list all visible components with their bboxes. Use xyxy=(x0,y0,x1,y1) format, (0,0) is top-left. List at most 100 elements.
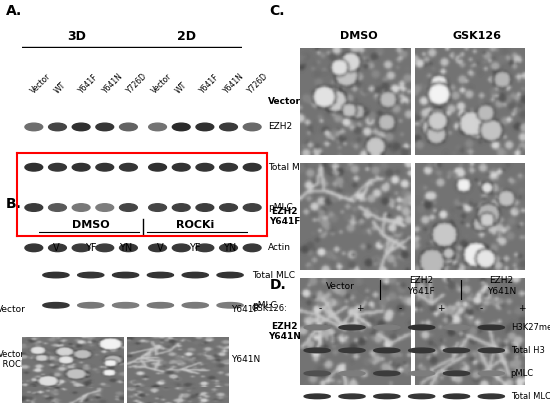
Ellipse shape xyxy=(78,303,104,308)
Ellipse shape xyxy=(219,164,238,171)
Ellipse shape xyxy=(219,204,238,211)
Ellipse shape xyxy=(43,303,69,308)
Text: ROCKi: ROCKi xyxy=(176,220,214,230)
Text: +: + xyxy=(518,304,525,313)
Text: Y641N: Y641N xyxy=(232,355,261,364)
Ellipse shape xyxy=(72,164,90,171)
Text: Vector: Vector xyxy=(326,282,355,291)
Ellipse shape xyxy=(182,272,208,278)
Ellipse shape xyxy=(25,164,43,171)
Text: 3D: 3D xyxy=(68,30,86,43)
Ellipse shape xyxy=(72,204,90,211)
Ellipse shape xyxy=(478,325,504,330)
Ellipse shape xyxy=(374,394,400,399)
Text: WT: WT xyxy=(53,80,68,95)
Ellipse shape xyxy=(409,371,434,376)
Text: YN: YN xyxy=(119,243,132,253)
Ellipse shape xyxy=(182,303,208,308)
Text: C.: C. xyxy=(270,4,285,18)
Ellipse shape xyxy=(148,204,167,211)
Text: Y641F: Y641F xyxy=(232,305,259,314)
Text: Vector: Vector xyxy=(150,71,173,95)
Text: Y726D: Y726D xyxy=(125,71,150,95)
Ellipse shape xyxy=(43,272,69,278)
Ellipse shape xyxy=(304,348,330,353)
Ellipse shape xyxy=(172,244,190,251)
Text: Total MLC: Total MLC xyxy=(268,163,311,172)
Ellipse shape xyxy=(409,348,434,353)
Text: 2D: 2D xyxy=(178,30,196,43)
Ellipse shape xyxy=(48,244,67,251)
Ellipse shape xyxy=(219,123,238,131)
Ellipse shape xyxy=(119,244,138,251)
Ellipse shape xyxy=(374,371,400,376)
Ellipse shape xyxy=(374,325,400,330)
Text: Y641N: Y641N xyxy=(101,71,125,95)
Text: D.: D. xyxy=(270,278,286,292)
Text: EZH2
Y641F: EZH2 Y641F xyxy=(407,276,434,296)
Ellipse shape xyxy=(196,123,214,131)
Ellipse shape xyxy=(148,244,167,251)
Ellipse shape xyxy=(217,272,243,278)
Ellipse shape xyxy=(339,371,365,376)
Text: YN: YN xyxy=(223,243,236,253)
Text: Actin: Actin xyxy=(268,243,291,252)
Ellipse shape xyxy=(172,204,190,211)
Ellipse shape xyxy=(339,348,365,353)
Ellipse shape xyxy=(25,123,43,131)
Ellipse shape xyxy=(148,123,167,131)
Ellipse shape xyxy=(96,164,114,171)
Ellipse shape xyxy=(339,394,365,399)
Ellipse shape xyxy=(478,371,504,376)
Text: -: - xyxy=(318,304,322,313)
Text: V: V xyxy=(157,243,164,253)
Text: +: + xyxy=(437,304,444,313)
Text: GSK126: GSK126 xyxy=(453,31,502,41)
Text: Y726D: Y726D xyxy=(246,71,271,95)
Text: H3K27me3: H3K27me3 xyxy=(510,323,550,332)
Ellipse shape xyxy=(119,123,138,131)
Ellipse shape xyxy=(374,348,400,353)
Text: GSK126:: GSK126: xyxy=(252,304,288,313)
Text: YF: YF xyxy=(85,243,96,253)
Ellipse shape xyxy=(96,244,114,251)
Ellipse shape xyxy=(478,394,504,399)
Text: EZH2: EZH2 xyxy=(268,123,292,131)
Text: Y641F: Y641F xyxy=(77,72,100,95)
Text: EZH2
Y641N: EZH2 Y641N xyxy=(268,322,301,341)
Text: Y641N: Y641N xyxy=(222,71,246,95)
Ellipse shape xyxy=(243,123,261,131)
Ellipse shape xyxy=(196,204,214,211)
Ellipse shape xyxy=(304,325,330,330)
Ellipse shape xyxy=(147,303,173,308)
Ellipse shape xyxy=(147,272,173,278)
Text: DMSO: DMSO xyxy=(340,31,378,41)
Text: YF: YF xyxy=(190,243,201,253)
Text: Vector: Vector xyxy=(0,305,25,314)
Text: Total MLC: Total MLC xyxy=(510,392,550,401)
Ellipse shape xyxy=(409,325,434,330)
Ellipse shape xyxy=(217,303,243,308)
Text: Total H3: Total H3 xyxy=(510,346,544,355)
Text: Vector
+ ROCKi: Vector + ROCKi xyxy=(0,350,29,370)
Text: A.: A. xyxy=(6,4,22,18)
Ellipse shape xyxy=(172,123,190,131)
Ellipse shape xyxy=(243,204,261,211)
Ellipse shape xyxy=(443,394,470,399)
Ellipse shape xyxy=(478,348,504,353)
Ellipse shape xyxy=(172,164,190,171)
Ellipse shape xyxy=(443,325,470,330)
Text: DMSO: DMSO xyxy=(72,220,109,230)
Text: Total MLC: Total MLC xyxy=(252,270,295,280)
Ellipse shape xyxy=(304,371,330,376)
Ellipse shape xyxy=(243,164,261,171)
Text: EZH2
Y641N: EZH2 Y641N xyxy=(487,276,516,296)
Text: +: + xyxy=(356,304,364,313)
Ellipse shape xyxy=(48,123,67,131)
Ellipse shape xyxy=(339,325,365,330)
Ellipse shape xyxy=(119,204,138,211)
Ellipse shape xyxy=(219,244,238,251)
Ellipse shape xyxy=(72,123,90,131)
Ellipse shape xyxy=(148,164,167,171)
Ellipse shape xyxy=(25,244,43,251)
